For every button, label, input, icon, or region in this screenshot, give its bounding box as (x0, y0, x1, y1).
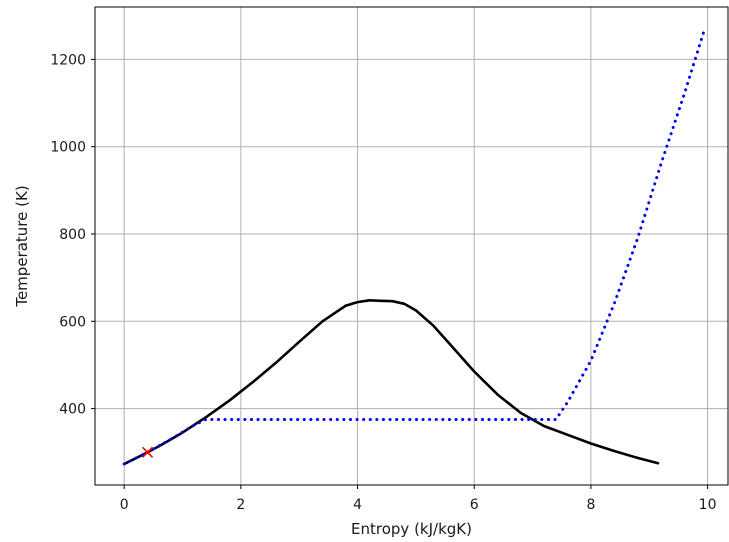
y-tick-label: 1200 (50, 52, 86, 68)
x-tick-label: 4 (353, 497, 362, 513)
plot-markers (141, 446, 154, 458)
y-axis-title: Temperature (K) (13, 185, 31, 307)
y-tick-label: 400 (59, 402, 86, 418)
x-axis-title: Entropy (kJ/kgK) (351, 520, 472, 538)
x-axis-ticks: 0 2 4 6 8 10 (120, 485, 717, 513)
saturation-curve-line (122, 298, 660, 466)
x-tick-label: 0 (120, 497, 129, 513)
y-axis-ticks: 400 600 800 1000 1200 (50, 52, 95, 418)
x-marker (141, 446, 154, 458)
y-tick-label: 600 (59, 314, 86, 330)
x-tick-label: 8 (586, 497, 595, 513)
y-tick-label: 800 (59, 227, 86, 243)
grid-lines (95, 7, 728, 485)
y-tick-label: 1000 (50, 140, 86, 156)
x-tick-label: 2 (236, 497, 245, 513)
x-tick-label: 6 (470, 497, 479, 513)
dotted-process-line (122, 27, 707, 466)
plot-series (122, 27, 707, 466)
plot-frame (94, 6, 729, 486)
x-tick-label: 10 (699, 497, 717, 513)
